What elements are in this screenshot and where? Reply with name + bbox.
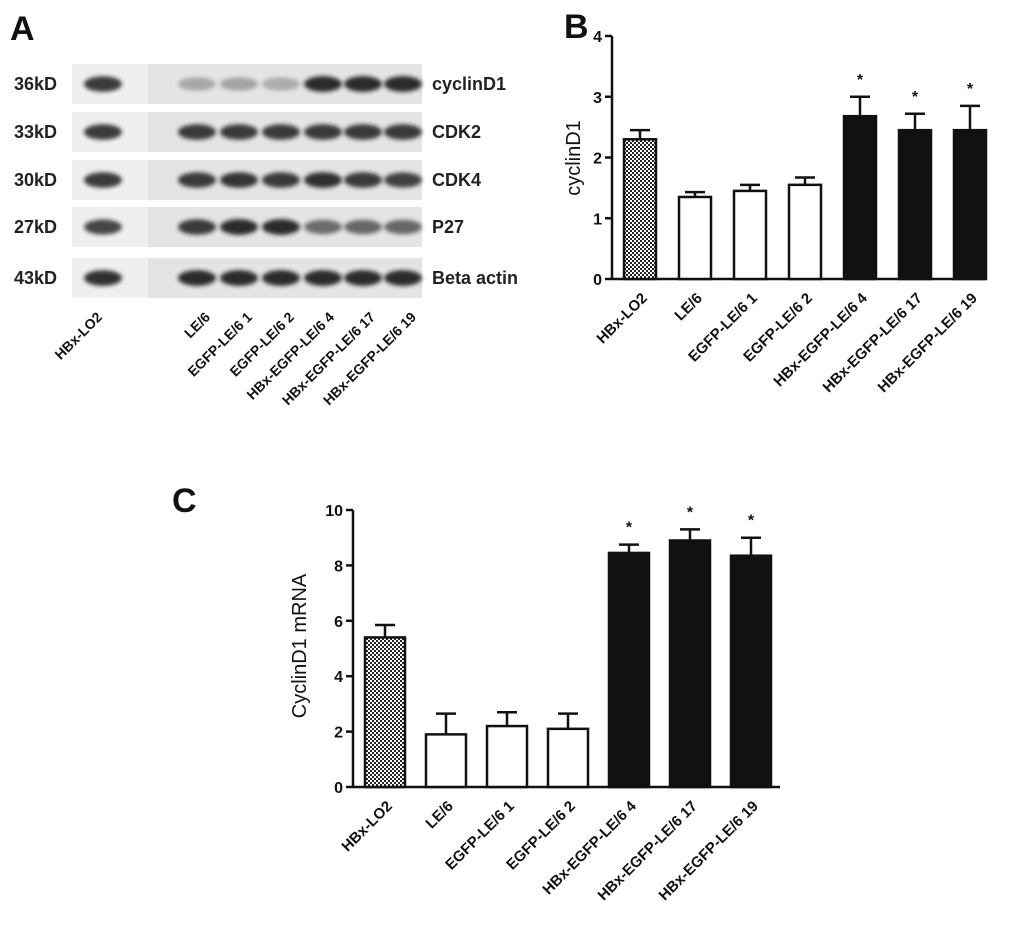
bar — [668, 539, 712, 789]
lane-label: LE/6 — [181, 309, 213, 341]
significance-marker: * — [687, 504, 694, 521]
category-label: LE/6 — [422, 798, 456, 832]
bar — [546, 727, 590, 789]
y-tick-label: 4 — [593, 29, 602, 46]
significance-marker: * — [857, 72, 864, 89]
band — [304, 270, 342, 286]
bar — [842, 114, 878, 281]
bar — [732, 189, 768, 281]
category-label: HBx-EGFP-LE/6 19 — [874, 290, 980, 396]
kd-label: 27kD — [14, 217, 57, 237]
y-tick-label: 4 — [334, 669, 343, 686]
bar — [607, 551, 651, 789]
band — [262, 270, 300, 286]
significance-marker: * — [967, 81, 974, 98]
y-tick-label: 0 — [334, 780, 343, 797]
band — [344, 270, 382, 286]
band — [384, 219, 422, 235]
band — [178, 172, 216, 188]
protein-label: cyclinD1 — [432, 74, 506, 94]
band — [384, 172, 422, 188]
kd-label: 30kD — [14, 170, 57, 190]
band — [262, 77, 300, 91]
bar — [952, 128, 988, 281]
band — [262, 124, 300, 140]
bar — [897, 128, 933, 281]
protein-label: P27 — [432, 217, 464, 237]
band — [178, 77, 216, 91]
y-tick-label: 10 — [325, 503, 343, 520]
band — [304, 76, 342, 92]
band — [220, 219, 258, 235]
bar — [363, 636, 407, 789]
band — [384, 124, 422, 140]
y-tick-label: 6 — [334, 614, 343, 631]
band — [220, 124, 258, 140]
y-axis-label: CyclinD1 mRNA — [289, 573, 311, 718]
bar — [729, 554, 773, 789]
y-tick-label: 2 — [593, 151, 602, 168]
band — [344, 172, 382, 188]
bar — [622, 138, 658, 281]
panel-letter-a: A — [10, 10, 35, 48]
band — [220, 270, 258, 286]
kd-label: 43kD — [14, 268, 57, 288]
band — [84, 76, 122, 92]
protein-label: CDK2 — [432, 122, 481, 142]
band — [304, 219, 342, 235]
band — [384, 270, 422, 286]
lane-label: HBx-LO2 — [51, 309, 105, 363]
band — [384, 76, 422, 92]
band — [84, 124, 122, 140]
kd-label: 36kD — [14, 74, 57, 94]
bar — [677, 195, 713, 281]
category-label: HBx-EGFP-LE/6 19 — [655, 798, 761, 904]
band — [178, 270, 216, 286]
panel-letter-b: B — [564, 8, 589, 46]
kd-label: 33kD — [14, 122, 57, 142]
category-label: HBx-EGFP-LE/6 17 — [819, 290, 925, 396]
band — [262, 219, 300, 235]
significance-marker: * — [912, 89, 919, 106]
y-tick-label: 0 — [593, 272, 602, 289]
y-tick-label: 8 — [334, 558, 343, 575]
panel-letter-c: C — [172, 482, 197, 520]
band — [344, 76, 382, 92]
significance-marker: * — [748, 513, 755, 530]
category-label: HBx-LO2 — [338, 798, 395, 855]
band — [344, 124, 382, 140]
y-axis-label: cyclinD1 — [563, 120, 585, 196]
bar — [424, 733, 468, 789]
category-label: LE/6 — [671, 290, 705, 324]
band — [84, 270, 122, 286]
band — [262, 172, 300, 188]
band — [178, 219, 216, 235]
band — [304, 124, 342, 140]
band — [220, 172, 258, 188]
significance-marker: * — [626, 520, 633, 537]
category-label: HBx-EGFP-LE/6 17 — [594, 798, 700, 904]
protein-label: CDK4 — [432, 170, 481, 190]
band — [344, 219, 382, 235]
y-tick-label: 3 — [593, 90, 602, 107]
band — [304, 172, 342, 188]
band — [84, 219, 122, 235]
y-tick-label: 1 — [593, 211, 602, 228]
band — [220, 77, 258, 91]
protein-label: Beta actin — [432, 268, 518, 288]
bar — [485, 724, 529, 789]
category-label: HBx-LO2 — [593, 290, 650, 347]
band — [178, 124, 216, 140]
western-blot: 36kD cyclinD1 33kD CDK2 30kD CDK4 27kD P27 43kD B… — [14, 64, 518, 408]
band — [84, 172, 122, 188]
bar — [787, 183, 823, 281]
category-label: HBx-EGFP-LE/6 4 — [770, 289, 871, 390]
y-tick-label: 2 — [334, 725, 343, 742]
